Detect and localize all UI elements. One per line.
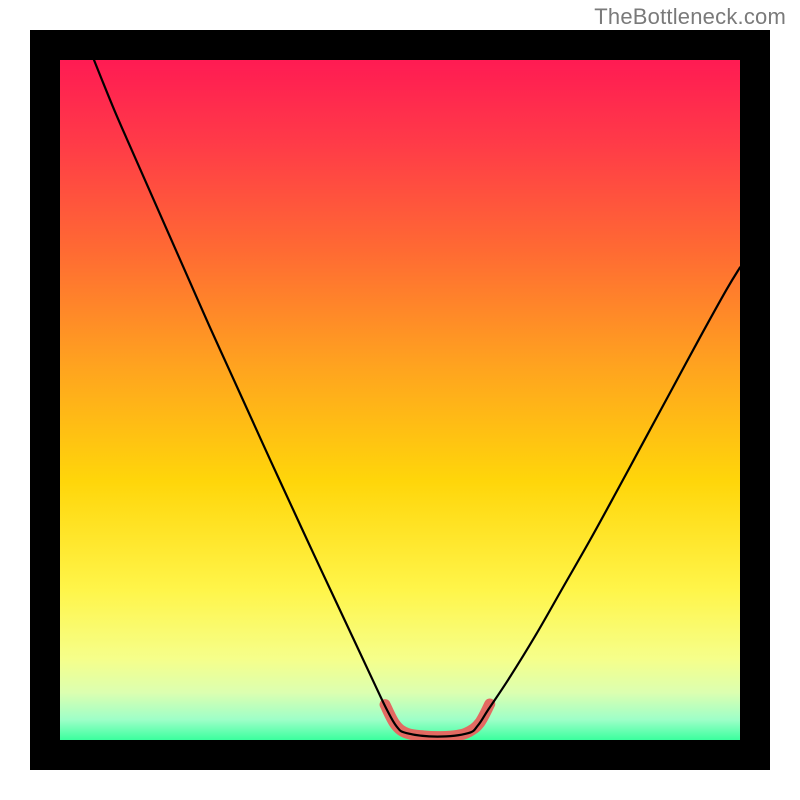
gradient-background — [60, 60, 740, 740]
bottleneck-curve-chart — [0, 0, 800, 800]
watermark-text: TheBottleneck.com — [594, 4, 786, 30]
chart-container: TheBottleneck.com — [0, 0, 800, 800]
